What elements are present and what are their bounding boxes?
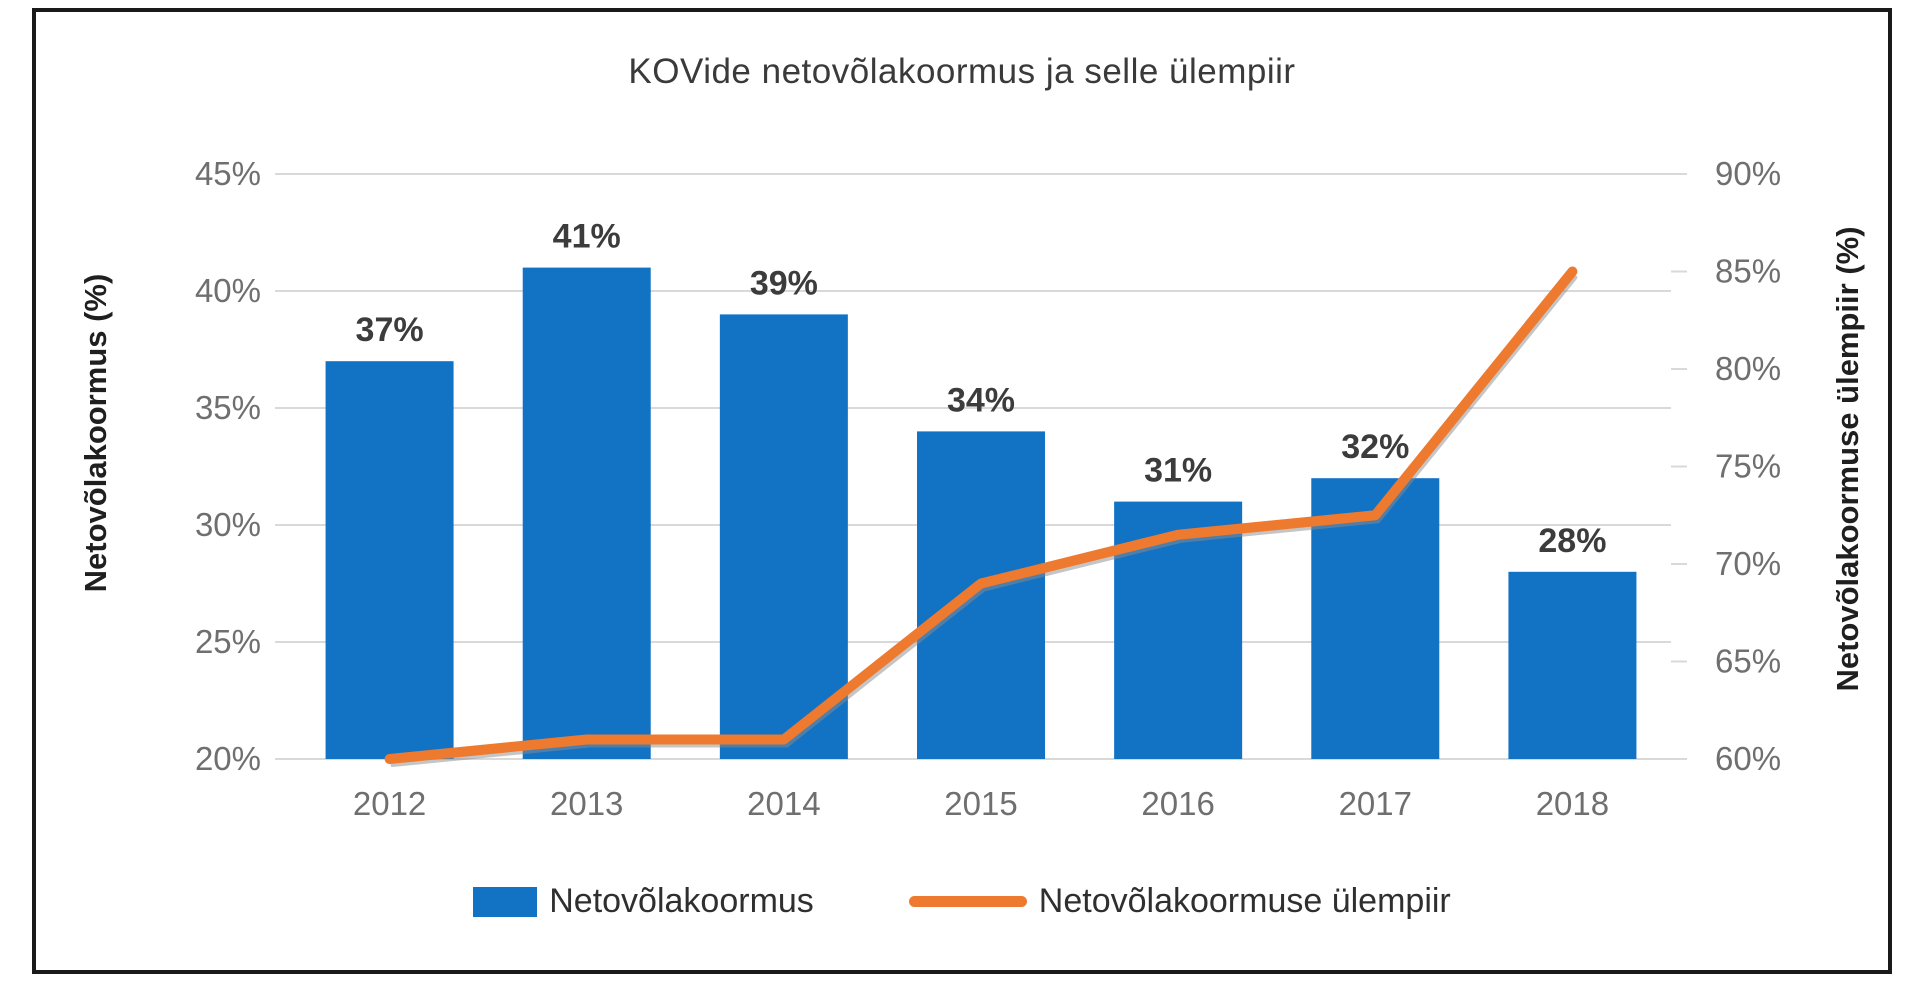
left-axis-tick-label: 45% — [195, 155, 261, 192]
bar-data-label-2017: 32% — [1341, 428, 1409, 466]
bar-2012 — [325, 361, 454, 759]
bar-2018 — [1508, 571, 1637, 759]
right-axis-tick-label: 65% — [1715, 643, 1781, 680]
bar-data-label-2013: 41% — [553, 218, 621, 256]
left-axis-tick-label: 35% — [195, 389, 261, 426]
legend-line-swatch — [908, 896, 1027, 907]
bar-data-label-2016: 31% — [1144, 452, 1212, 490]
x-axis-label-2016: 2016 — [1141, 785, 1214, 822]
bar-2014 — [719, 314, 848, 759]
right-axis-tick-label: 80% — [1715, 350, 1781, 387]
left-axis-tick-label: 25% — [195, 623, 261, 660]
right-axis-tick-label: 90% — [1715, 155, 1781, 192]
chart-frame: KOVide netovõlakoormus ja selle ülempiir… — [32, 8, 1892, 974]
legend-item-netovolakoormus: Netovõlakoormus — [473, 882, 814, 921]
chart-legend: Netovõlakoormus Netovõlakoormuse ülempii… — [36, 882, 1888, 921]
limit-line-shadow — [390, 275, 1578, 767]
bar-2013 — [522, 267, 651, 759]
bar-data-label-2012: 37% — [356, 311, 424, 349]
left-axis-tick-label: 30% — [195, 506, 261, 543]
left-axis-tick-label: 40% — [195, 272, 261, 309]
right-axis-tick-label: 85% — [1715, 253, 1781, 290]
x-axis-label-2014: 2014 — [747, 785, 820, 822]
bar-2015 — [917, 431, 1045, 759]
chart-title: KOVide netovõlakoormus ja selle ülempiir — [628, 52, 1296, 91]
right-axis-tick-label: 70% — [1715, 545, 1781, 582]
legend-item-ulempiir: Netovõlakoormuse ülempiir — [908, 882, 1451, 921]
x-axis-label-2017: 2017 — [1339, 785, 1412, 822]
x-axis-label-2012: 2012 — [353, 785, 426, 822]
bar-data-label-2018: 28% — [1538, 522, 1606, 560]
chart-plot-area: 45% 40% 35% 30% 25% 20% 90% 85% 80% 75% 70% 65% 60% 3… — [195, 155, 1781, 822]
legend-label: Netovõlakoormuse ülempiir — [1038, 882, 1451, 920]
x-axis-label-2018: 2018 — [1536, 785, 1609, 822]
legend-label: Netovõlakoormus — [549, 882, 814, 920]
legend-bar-swatch — [473, 886, 538, 917]
x-axis-label-2015: 2015 — [944, 785, 1017, 822]
bar-data-label-2014: 39% — [750, 264, 818, 302]
left-axis-tick-label: 20% — [195, 740, 261, 777]
right-axis-tick-label: 60% — [1715, 740, 1781, 777]
right-axis-tick-label: 75% — [1715, 448, 1781, 485]
x-axis-label-2013: 2013 — [550, 785, 623, 822]
bar-data-label-2015: 34% — [947, 381, 1015, 419]
limit-line — [384, 266, 1578, 764]
